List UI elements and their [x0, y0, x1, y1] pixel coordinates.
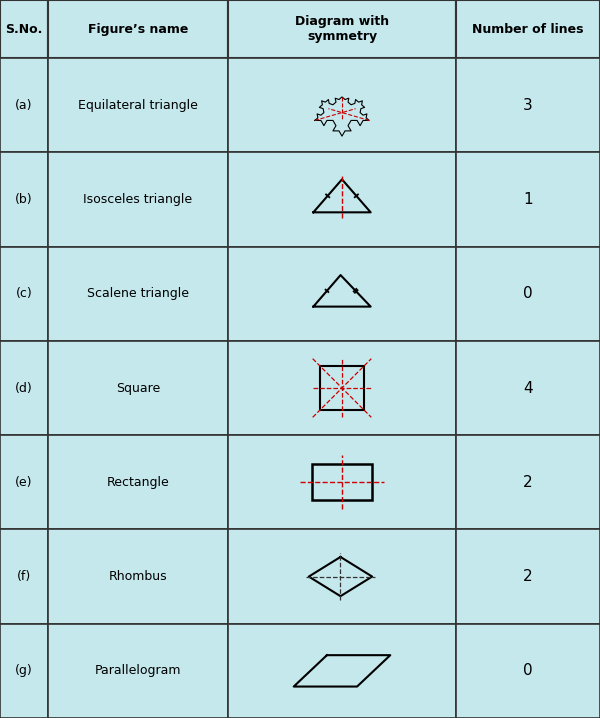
Text: Rectangle: Rectangle — [107, 476, 169, 489]
Bar — [48, 152, 228, 246]
Text: 2: 2 — [523, 569, 533, 584]
Bar — [228, 152, 456, 246]
Bar — [456, 0, 600, 58]
Bar — [228, 0, 456, 58]
Bar — [0, 624, 48, 718]
Text: 2: 2 — [523, 475, 533, 490]
Text: (g): (g) — [15, 664, 33, 677]
Bar — [48, 624, 228, 718]
Text: S.No.: S.No. — [5, 22, 43, 35]
Bar — [0, 152, 48, 246]
Bar — [48, 529, 228, 624]
Bar — [48, 246, 228, 341]
Text: (a): (a) — [15, 98, 33, 111]
Text: 3: 3 — [523, 98, 533, 113]
Text: (f): (f) — [17, 570, 31, 583]
Bar — [456, 624, 600, 718]
Text: 0: 0 — [523, 286, 533, 302]
Text: Parallelogram: Parallelogram — [95, 664, 181, 677]
Bar — [48, 0, 228, 58]
Text: 4: 4 — [523, 381, 533, 396]
Bar — [456, 246, 600, 341]
Bar — [0, 341, 48, 435]
Bar — [228, 529, 456, 624]
Bar — [456, 152, 600, 246]
Text: Figure’s name: Figure’s name — [88, 22, 188, 35]
Text: (d): (d) — [15, 381, 33, 394]
Bar — [0, 58, 48, 152]
Bar — [312, 464, 372, 500]
Text: Equilateral triangle: Equilateral triangle — [78, 98, 198, 111]
Bar — [0, 0, 48, 58]
Text: Rhombus: Rhombus — [109, 570, 167, 583]
Bar — [456, 341, 600, 435]
Bar — [48, 341, 228, 435]
Text: 1: 1 — [523, 192, 533, 207]
Bar — [228, 341, 456, 435]
Bar — [48, 58, 228, 152]
Bar — [48, 435, 228, 529]
Bar — [456, 58, 600, 152]
Bar — [228, 624, 456, 718]
Text: Number of lines: Number of lines — [472, 22, 584, 35]
Bar — [228, 246, 456, 341]
Text: (e): (e) — [15, 476, 33, 489]
Text: 0: 0 — [523, 663, 533, 679]
Bar — [320, 366, 364, 410]
Text: Square: Square — [116, 381, 160, 394]
Bar — [456, 529, 600, 624]
Text: (c): (c) — [16, 287, 32, 300]
Bar — [228, 435, 456, 529]
Bar — [0, 529, 48, 624]
Text: Isosceles triangle: Isosceles triangle — [83, 193, 193, 206]
Bar — [456, 435, 600, 529]
Bar — [0, 246, 48, 341]
Text: Scalene triangle: Scalene triangle — [87, 287, 189, 300]
Text: (b): (b) — [15, 193, 33, 206]
Bar — [0, 435, 48, 529]
Text: Diagram with
symmetry: Diagram with symmetry — [295, 15, 389, 43]
Bar — [228, 58, 456, 152]
